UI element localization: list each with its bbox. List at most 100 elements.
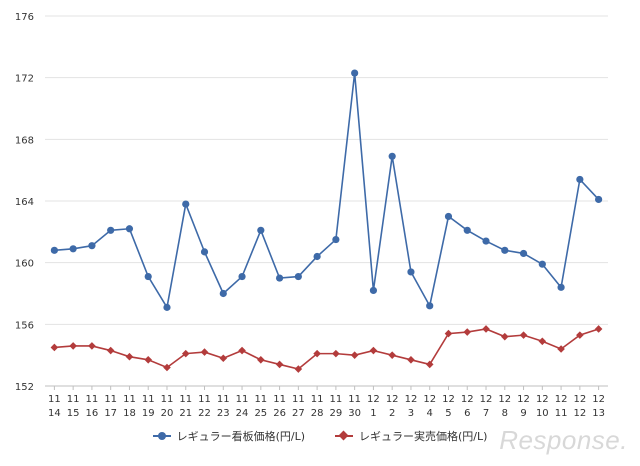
data-point[interactable] <box>144 272 152 281</box>
x-tick-label-day: 22 <box>198 408 211 419</box>
x-tick-labels: 1114111511161117111811191120112111221123… <box>48 386 605 419</box>
x-tick-label-month: 11 <box>273 394 286 405</box>
data-point[interactable] <box>407 268 415 276</box>
x-tick-label-day: 30 <box>348 408 361 419</box>
data-point[interactable] <box>125 225 134 233</box>
series-line <box>54 72 600 310</box>
data-point[interactable] <box>426 302 434 310</box>
series-1 <box>50 325 603 373</box>
data-point[interactable] <box>482 325 490 333</box>
data-point[interactable] <box>257 226 265 234</box>
data-point[interactable] <box>482 237 490 245</box>
x-tick-label-day: 1 <box>370 408 376 419</box>
data-point[interactable] <box>444 212 453 221</box>
x-tick-label-day: 15 <box>67 408 80 419</box>
data-point[interactable] <box>500 332 509 341</box>
data-point[interactable] <box>275 274 284 282</box>
data-point[interactable] <box>257 355 265 364</box>
data-point[interactable] <box>88 242 96 250</box>
x-tick-label-day: 2 <box>389 408 395 419</box>
x-tick-label-month: 12 <box>517 394 530 405</box>
data-point[interactable] <box>200 348 209 356</box>
data-point[interactable] <box>294 272 302 281</box>
data-point[interactable] <box>181 349 190 358</box>
data-point[interactable] <box>69 342 77 350</box>
data-point[interactable] <box>369 286 378 295</box>
x-tick-label-day: 6 <box>464 408 470 419</box>
data-point[interactable] <box>594 325 603 333</box>
data-point[interactable] <box>351 69 359 77</box>
data-point[interactable] <box>50 246 58 254</box>
legend-label: レギュラー看板価格(円/L) <box>176 430 305 443</box>
data-point[interactable] <box>106 346 115 355</box>
x-tick-label-day: 14 <box>48 408 61 419</box>
x-tick-label-day: 18 <box>123 408 136 419</box>
data-point[interactable] <box>576 331 584 339</box>
x-tick-label-month: 11 <box>142 394 155 405</box>
data-point[interactable] <box>144 355 153 364</box>
data-point[interactable] <box>463 328 472 336</box>
data-point[interactable] <box>238 272 246 281</box>
x-tick-label-month: 12 <box>555 394 568 405</box>
legend-item-actual-price[interactable]: レギュラー実売価格(円/L) <box>335 428 487 444</box>
data-point[interactable] <box>219 289 227 298</box>
data-point[interactable] <box>313 349 321 358</box>
response-logo-watermark: Response. <box>499 425 628 455</box>
data-point[interactable] <box>313 252 321 261</box>
data-point[interactable] <box>294 365 303 373</box>
data-point[interactable] <box>125 352 134 361</box>
data-point[interactable] <box>538 260 546 268</box>
data-point[interactable] <box>332 349 340 358</box>
data-point[interactable] <box>50 343 59 352</box>
data-point[interactable] <box>576 175 584 184</box>
x-tick-label-day: 20 <box>161 408 174 419</box>
x-tick-label-month: 12 <box>367 394 380 405</box>
data-point[interactable] <box>407 355 415 364</box>
x-tick-label-day: 10 <box>536 408 549 419</box>
x-tick-label-day: 5 <box>445 408 451 419</box>
x-tick-label-month: 12 <box>423 394 436 405</box>
data-point[interactable] <box>501 246 509 254</box>
data-point[interactable] <box>200 248 209 256</box>
data-point[interactable] <box>182 200 190 208</box>
data-point[interactable] <box>519 249 528 258</box>
data-point[interactable] <box>463 226 471 234</box>
x-tick-label-month: 11 <box>48 394 61 405</box>
data-point[interactable] <box>107 226 115 234</box>
data-point[interactable] <box>350 351 359 359</box>
data-point[interactable] <box>388 351 396 359</box>
data-point[interactable] <box>219 354 228 363</box>
data-point[interactable] <box>444 329 453 338</box>
data-point[interactable] <box>88 342 96 350</box>
data-point[interactable] <box>369 346 378 355</box>
x-tick-label-day: 29 <box>330 408 343 419</box>
data-point[interactable] <box>538 337 547 346</box>
data-point[interactable] <box>238 346 246 355</box>
data-point[interactable] <box>519 331 528 339</box>
x-tick-label-day: 27 <box>292 408 305 419</box>
x-tick-label-day: 19 <box>142 408 155 419</box>
x-tick-label-month: 11 <box>198 394 211 405</box>
x-tick-label-month: 11 <box>217 394 230 405</box>
series-0 <box>50 69 603 311</box>
data-point[interactable] <box>595 195 603 204</box>
x-tick-label-month: 12 <box>592 394 605 405</box>
data-point[interactable] <box>425 360 434 369</box>
x-tick-label-month: 12 <box>536 394 549 405</box>
data-point[interactable] <box>163 303 171 311</box>
data-point[interactable] <box>69 245 77 253</box>
data-point[interactable] <box>332 235 340 244</box>
data-point[interactable] <box>388 152 396 160</box>
data-point[interactable] <box>275 360 284 369</box>
data-point[interactable] <box>163 363 171 372</box>
data-point[interactable] <box>557 345 565 353</box>
x-tick-label-day: 28 <box>311 408 324 419</box>
x-tick-label-day: 12 <box>573 408 586 419</box>
y-tick-label: 168 <box>15 135 34 146</box>
x-tick-label-day: 4 <box>427 408 433 419</box>
legend-item-signboard-price[interactable]: レギュラー看板価格(円/L) <box>152 428 305 444</box>
data-point[interactable] <box>557 283 565 291</box>
x-tick-label-month: 11 <box>254 394 267 405</box>
y-tick-label: 152 <box>15 382 34 393</box>
